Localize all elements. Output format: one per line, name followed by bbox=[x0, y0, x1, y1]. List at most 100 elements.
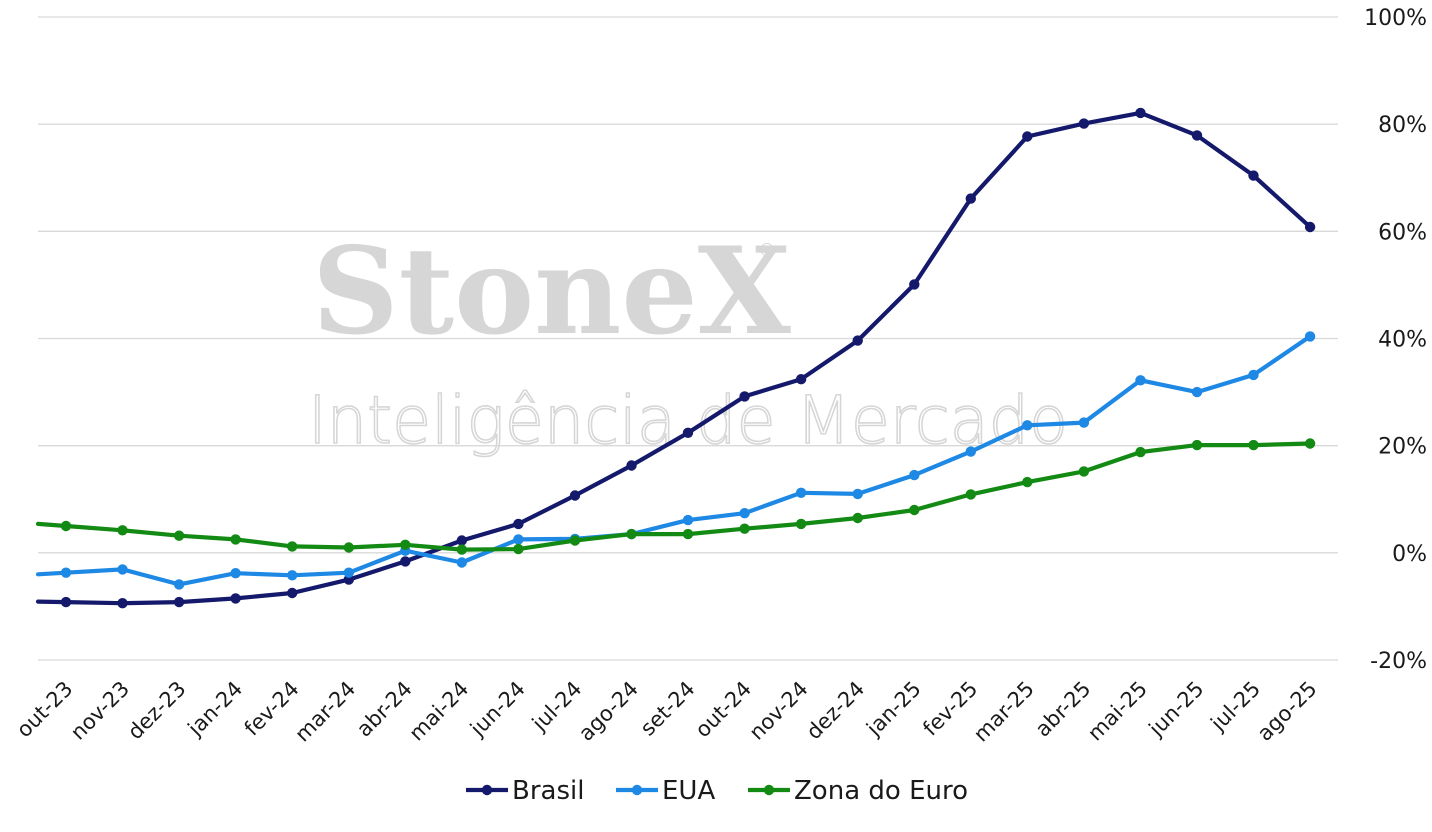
data-point bbox=[117, 564, 128, 575]
x-tick-label: jan-25 bbox=[861, 677, 926, 742]
data-point bbox=[60, 520, 72, 532]
y-axis-ticks: 100% 80% 60% 40% 20% 0% -20% bbox=[1364, 6, 1427, 674]
watermark-subtitle: Inteligência de Mercado bbox=[308, 382, 1068, 459]
data-point bbox=[626, 460, 637, 471]
series-lines bbox=[35, 107, 1316, 609]
data-point bbox=[1191, 130, 1203, 141]
gridlines bbox=[38, 16, 1338, 661]
legend-item: Brasil bbox=[466, 776, 584, 806]
data-point bbox=[1304, 221, 1316, 233]
legend-swatch-marker bbox=[481, 784, 493, 796]
y-tick-label: 100% bbox=[1364, 6, 1427, 31]
data-point bbox=[682, 427, 694, 438]
data-point bbox=[795, 487, 807, 498]
data-point bbox=[513, 518, 524, 530]
x-tick-label: jun-25 bbox=[1144, 677, 1209, 742]
data-point bbox=[400, 556, 411, 567]
series-line bbox=[35, 110, 1313, 606]
data-point bbox=[456, 544, 467, 555]
data-point bbox=[1078, 118, 1090, 129]
x-axis-ticks: out-23nov-23dez-23jan-24fev-24mar-24abr-… bbox=[12, 677, 1322, 747]
data-point bbox=[513, 534, 524, 545]
data-point bbox=[1191, 439, 1203, 451]
data-point bbox=[1304, 331, 1316, 342]
x-tick-label: out-24 bbox=[691, 677, 757, 743]
data-point bbox=[739, 523, 750, 534]
data-point bbox=[173, 530, 185, 541]
data-point bbox=[1248, 369, 1259, 381]
y-tick-label: 60% bbox=[1378, 220, 1427, 245]
data-point bbox=[400, 539, 411, 550]
data-point bbox=[1022, 476, 1033, 488]
legend-swatch-marker bbox=[763, 784, 775, 796]
x-tick-label: jun-24 bbox=[465, 677, 530, 742]
legend-item: Zona do Euro bbox=[748, 776, 968, 806]
y-tick-label: 0% bbox=[1392, 542, 1427, 567]
data-point bbox=[965, 489, 976, 500]
x-tick-label: ago-24 bbox=[574, 677, 643, 746]
watermark-registered-mark: ® bbox=[758, 240, 776, 261]
data-point bbox=[456, 557, 467, 568]
data-point bbox=[1022, 131, 1033, 142]
legend-item: EUA bbox=[616, 776, 715, 806]
data-point bbox=[909, 504, 920, 516]
data-point bbox=[1248, 439, 1259, 451]
data-point bbox=[60, 567, 72, 578]
x-tick-label: dez-23 bbox=[123, 677, 191, 745]
x-tick-label: mar-25 bbox=[969, 677, 1039, 747]
series-line bbox=[35, 334, 1313, 587]
data-point bbox=[1078, 417, 1090, 428]
data-point bbox=[117, 525, 128, 536]
data-point bbox=[287, 541, 298, 552]
data-point bbox=[682, 514, 694, 526]
data-point bbox=[1248, 170, 1259, 181]
data-point bbox=[1191, 386, 1203, 398]
x-tick-label: ago-25 bbox=[1253, 677, 1322, 746]
y-tick-label: 80% bbox=[1378, 113, 1427, 138]
series-line bbox=[35, 441, 1313, 552]
legend-label: EUA bbox=[662, 776, 715, 806]
x-tick-label: dez-24 bbox=[802, 677, 870, 745]
data-point bbox=[1078, 466, 1090, 477]
y-tick-label: -20% bbox=[1370, 649, 1427, 674]
data-point bbox=[852, 512, 863, 524]
y-tick-label: 40% bbox=[1378, 328, 1427, 353]
x-tick-label: nov-24 bbox=[745, 677, 813, 745]
data-point bbox=[60, 596, 72, 608]
data-point bbox=[343, 542, 354, 553]
data-point bbox=[1135, 375, 1146, 386]
data-point bbox=[682, 528, 694, 540]
data-point bbox=[965, 193, 976, 204]
data-point bbox=[343, 567, 354, 578]
data-point bbox=[1135, 446, 1146, 458]
data-point bbox=[230, 568, 241, 579]
x-tick-label: out-23 bbox=[12, 677, 78, 743]
data-point bbox=[287, 570, 298, 581]
x-tick-label: nov-23 bbox=[66, 677, 134, 745]
watermark-brand: StoneX bbox=[312, 221, 791, 362]
data-point bbox=[173, 596, 185, 608]
x-tick-label: jan-24 bbox=[183, 677, 248, 742]
data-point bbox=[569, 490, 581, 501]
x-tick-label: mai-25 bbox=[1083, 677, 1152, 746]
legend-label: Brasil bbox=[512, 776, 584, 806]
data-point bbox=[909, 469, 920, 481]
y-tick-label: 20% bbox=[1378, 435, 1427, 460]
data-point bbox=[173, 579, 185, 590]
data-point bbox=[1135, 107, 1146, 119]
data-point bbox=[1022, 420, 1033, 431]
data-point bbox=[965, 446, 976, 457]
data-point bbox=[739, 508, 750, 519]
x-tick-label: mar-24 bbox=[290, 677, 360, 747]
data-point bbox=[569, 535, 581, 546]
data-point bbox=[513, 543, 524, 555]
series-group bbox=[35, 107, 1316, 609]
data-point bbox=[795, 518, 807, 530]
data-point bbox=[626, 528, 637, 540]
data-point bbox=[287, 587, 298, 599]
data-point bbox=[852, 488, 863, 500]
data-point bbox=[795, 374, 807, 385]
data-point bbox=[852, 335, 863, 346]
